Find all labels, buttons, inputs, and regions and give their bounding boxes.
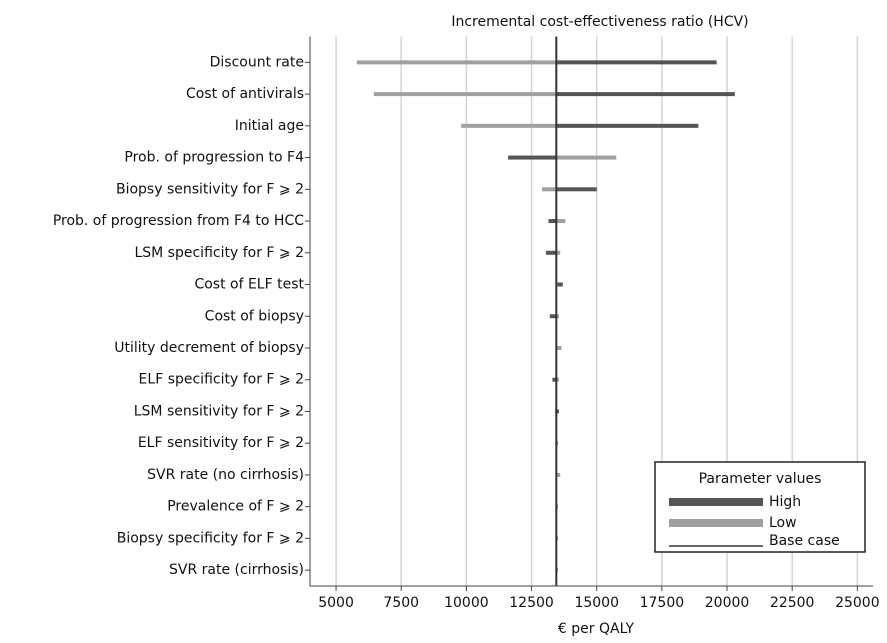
bar: [461, 123, 557, 128]
x-tick-label: 17500: [640, 595, 685, 611]
y-tick-label: Prob. of progression to F4: [124, 150, 304, 166]
y-tick-label: Biopsy specificity for F ⩾ 2: [117, 530, 304, 546]
y-tick-label: Cost of antivirals: [186, 86, 304, 102]
x-tick-label: 25000: [835, 595, 880, 611]
bar: [556, 187, 597, 192]
bar: [552, 377, 557, 382]
x-tick-label: 15000: [574, 595, 619, 611]
y-tick-label: Initial age: [235, 118, 304, 134]
y-tick-label: Biopsy sensitivity for F ⩾ 2: [116, 181, 304, 197]
legend-box: [654, 461, 866, 553]
bar: [549, 314, 557, 319]
legend-swatch: [669, 519, 763, 527]
y-tick-label: LSM specificity for F ⩾ 2: [134, 245, 304, 261]
chart-title: Incremental cost-effectiveness ratio (HC…: [451, 14, 748, 30]
y-tick-label: Cost of ELF test: [194, 277, 304, 293]
x-tick-label: 22500: [770, 595, 815, 611]
bar: [556, 377, 559, 382]
legend-label: Base case: [769, 533, 840, 549]
bar: [556, 219, 566, 224]
legend-title: Parameter values: [699, 471, 822, 487]
bar: [508, 155, 557, 160]
bar: [373, 92, 557, 97]
legend: Parameter values High Low Base case: [654, 461, 866, 553]
legend-label: High: [769, 494, 801, 510]
x-axis-title: € per QALY: [558, 621, 635, 637]
x-tick-label: 12500: [509, 595, 554, 611]
y-tick-label: LSM sensitivity for F ⩾ 2: [134, 403, 304, 419]
bar: [556, 92, 735, 97]
y-tick-label: ELF specificity for F ⩾ 2: [139, 372, 304, 388]
y-tick-label: Discount rate: [210, 54, 304, 70]
y-tick-label: SVR rate (cirrhosis): [169, 562, 304, 578]
x-tick-label: 20000: [705, 595, 750, 611]
bar: [556, 409, 559, 414]
bar: [548, 219, 557, 224]
x-tick-label: 5000: [318, 595, 354, 611]
bar: [556, 314, 559, 319]
x-tick-label: 7500: [383, 595, 419, 611]
legend-label: Low: [769, 515, 797, 531]
bar: [556, 60, 717, 65]
bar: [556, 345, 562, 350]
bar: [556, 282, 563, 287]
bar: [556, 472, 561, 477]
y-tick-label: Utility decrement of biopsy: [114, 340, 304, 356]
y-tick-label: SVR rate (no cirrhosis): [147, 467, 304, 483]
bar: [545, 250, 557, 255]
bar: [556, 155, 617, 160]
bar: [556, 250, 561, 255]
y-tick-label: Prob. of progression from F4 to HCC: [53, 213, 304, 229]
y-tick-label: ELF sensitivity for F ⩾ 2: [138, 435, 304, 451]
bar: [556, 123, 699, 128]
y-tick-label: Cost of biopsy: [205, 308, 304, 324]
x-tick-label: 10000: [444, 595, 489, 611]
bar: [541, 187, 557, 192]
bar: [356, 60, 557, 65]
y-tick-label: Prevalence of F ⩾ 2: [167, 499, 304, 515]
legend-swatch: [669, 498, 763, 506]
